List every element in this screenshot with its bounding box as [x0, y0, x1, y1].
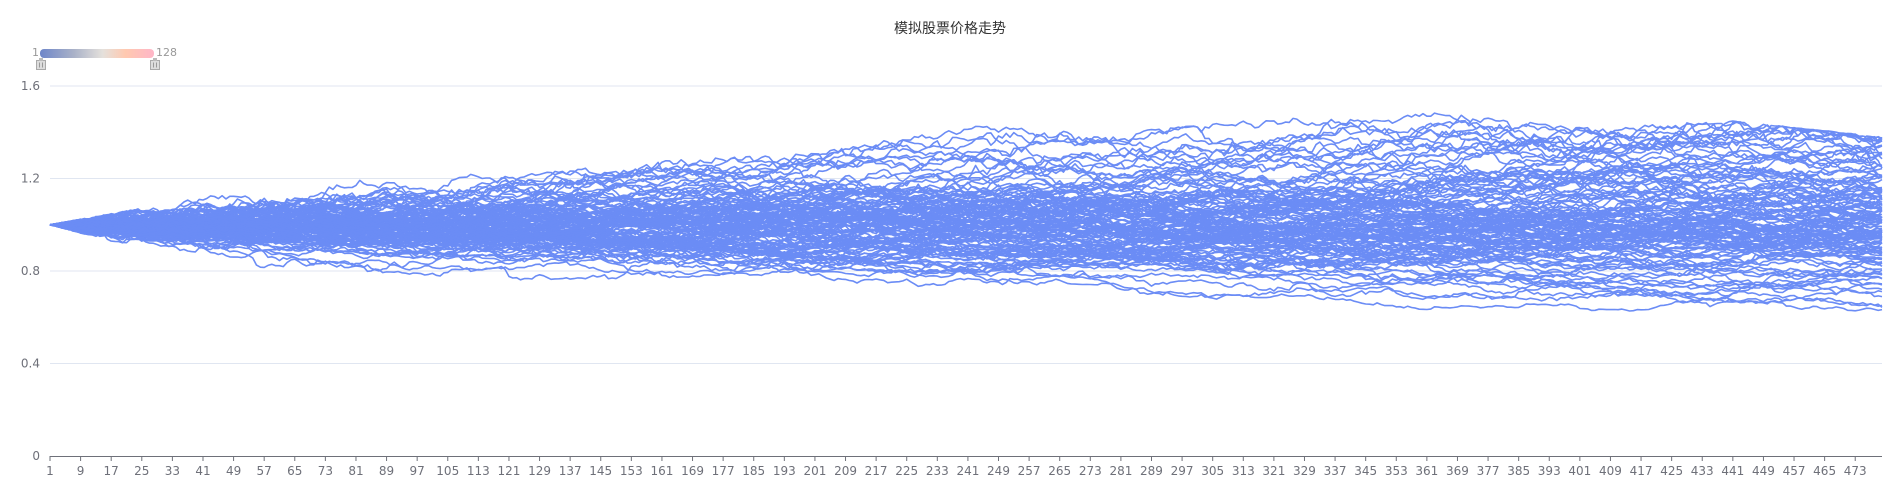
x-tick-label: 209 [834, 464, 857, 478]
x-tick-label: 281 [1109, 464, 1132, 478]
x-tick-label: 153 [620, 464, 643, 478]
y-tick-label: 0 [32, 449, 40, 463]
x-tick-label: 233 [926, 464, 949, 478]
series-line[interactable] [49, 166, 1883, 228]
series-line[interactable] [49, 221, 1883, 296]
x-tick-label: 465 [1813, 464, 1836, 478]
x-tick-label: 161 [650, 464, 673, 478]
x-tick-label: 473 [1844, 464, 1867, 478]
series-line[interactable] [49, 194, 1883, 237]
x-tick-label: 353 [1385, 464, 1408, 478]
series-line[interactable] [49, 186, 1883, 228]
series-line[interactable] [49, 223, 1883, 312]
x-tick-label: 297 [1171, 464, 1194, 478]
x-tick-label: 185 [742, 464, 765, 478]
x-tick-label: 41 [195, 464, 210, 478]
axes: 0 0.4 0.8 1.2 1.6 1 9 17 25 33 41 49 57 65 73 81 89 97 105… [21, 79, 1882, 478]
x-tick-label: 89 [379, 464, 394, 478]
x-tick-label: 433 [1691, 464, 1714, 478]
x-tick-label: 449 [1752, 464, 1775, 478]
series-line[interactable] [49, 155, 1883, 238]
y-tick-label: 0.4 [21, 357, 40, 371]
series-line[interactable] [49, 184, 1883, 244]
visual-map-max-handle-icon[interactable] [150, 58, 160, 70]
x-tick-label: 401 [1568, 464, 1591, 478]
series-line[interactable] [49, 207, 1883, 246]
x-tick-label: 345 [1354, 464, 1377, 478]
series-line[interactable] [49, 153, 1883, 244]
x-tick-label: 249 [987, 464, 1010, 478]
visual-map-legend[interactable]: 1 128 [32, 46, 212, 70]
x-tick-label: 97 [410, 464, 425, 478]
x-tick-label: 369 [1446, 464, 1469, 478]
x-tick-label: 169 [681, 464, 704, 478]
x-tick-label: 377 [1477, 464, 1500, 478]
visual-map-min-label: 1 [32, 46, 39, 59]
visual-map-gradient-bar[interactable] [40, 49, 154, 58]
x-tick-label: 313 [1232, 464, 1255, 478]
x-tick-label: 201 [803, 464, 826, 478]
x-tick-label: 121 [498, 464, 521, 478]
x-tick-label: 73 [318, 464, 333, 478]
x-tick-label: 425 [1660, 464, 1683, 478]
x-tick-label: 417 [1630, 464, 1653, 478]
y-tick-label: 0.8 [21, 264, 40, 278]
visual-map-max-label: 128 [156, 46, 177, 59]
x-tick-label: 361 [1415, 464, 1438, 478]
x-tick-label: 25 [134, 464, 149, 478]
x-tick-label: 129 [528, 464, 551, 478]
x-tick-label: 225 [895, 464, 918, 478]
x-tick-label: 385 [1507, 464, 1530, 478]
chart-title: 模拟股票价格走势 [894, 21, 1006, 37]
x-tick-label: 337 [1324, 464, 1347, 478]
series-line[interactable] [49, 186, 1883, 249]
series-line[interactable] [50, 215, 1883, 304]
x-tick-label: 441 [1721, 464, 1744, 478]
series-line[interactable] [49, 193, 1883, 239]
x-tick-label: 305 [1201, 464, 1224, 478]
series-line[interactable] [49, 200, 1883, 233]
series-line[interactable] [49, 195, 1883, 260]
x-tick-label: 409 [1599, 464, 1622, 478]
y-tick-label: 1.2 [21, 172, 40, 186]
x-tick-label: 217 [865, 464, 888, 478]
x-tick-label: 273 [1079, 464, 1102, 478]
x-tick-label: 65 [287, 464, 302, 478]
x-tick-label: 265 [1048, 464, 1071, 478]
x-tick-label: 17 [104, 464, 119, 478]
y-tick-label: 1.6 [21, 79, 40, 93]
x-tick-label: 289 [1140, 464, 1163, 478]
x-tick-label: 321 [1262, 464, 1285, 478]
x-tick-label: 81 [348, 464, 363, 478]
x-tick-label: 113 [467, 464, 490, 478]
series-lines [49, 112, 1883, 312]
series-line[interactable] [49, 214, 1883, 260]
x-tick-label: 137 [559, 464, 582, 478]
x-tick-label: 457 [1783, 464, 1806, 478]
series-line[interactable] [49, 186, 1883, 265]
series-line[interactable] [49, 220, 1883, 268]
x-tick-label: 49 [226, 464, 241, 478]
x-tick-label: 329 [1293, 464, 1316, 478]
x-tick-label: 105 [436, 464, 459, 478]
x-tick-label: 9 [77, 464, 85, 478]
x-tick-label: 1 [46, 464, 54, 478]
x-tick-label: 177 [712, 464, 735, 478]
x-tick-label: 145 [589, 464, 612, 478]
x-tick-label: 241 [956, 464, 979, 478]
series-line[interactable] [49, 121, 1883, 244]
x-tick-label: 393 [1538, 464, 1561, 478]
series-line[interactable] [49, 224, 1883, 273]
series-line[interactable] [49, 146, 1883, 233]
x-tick-label: 257 [1018, 464, 1041, 478]
visual-map-min-handle-icon[interactable] [36, 58, 46, 70]
x-tick-label: 33 [165, 464, 180, 478]
x-tick-label: 193 [773, 464, 796, 478]
x-tick-label: 57 [257, 464, 272, 478]
